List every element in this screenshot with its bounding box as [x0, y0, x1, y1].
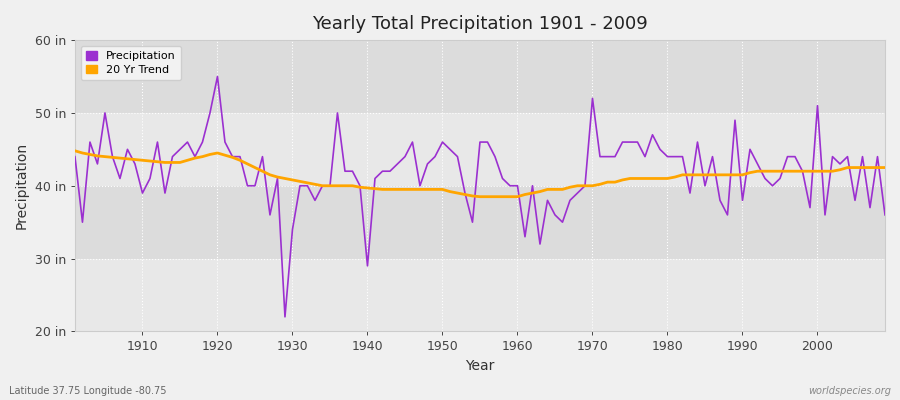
X-axis label: Year: Year: [465, 359, 495, 373]
Y-axis label: Precipitation: Precipitation: [15, 142, 29, 229]
Text: worldspecies.org: worldspecies.org: [808, 386, 891, 396]
Bar: [75, 186, 885, 258]
Legend: Precipitation, 20 Yr Trend: Precipitation, 20 Yr Trend: [80, 46, 182, 80]
Bar: [75, 113, 885, 186]
Text: Latitude 37.75 Longitude -80.75: Latitude 37.75 Longitude -80.75: [9, 386, 166, 396]
Bar: [75, 40, 885, 113]
Title: Yearly Total Precipitation 1901 - 2009: Yearly Total Precipitation 1901 - 2009: [312, 15, 648, 33]
Bar: [75, 258, 885, 332]
